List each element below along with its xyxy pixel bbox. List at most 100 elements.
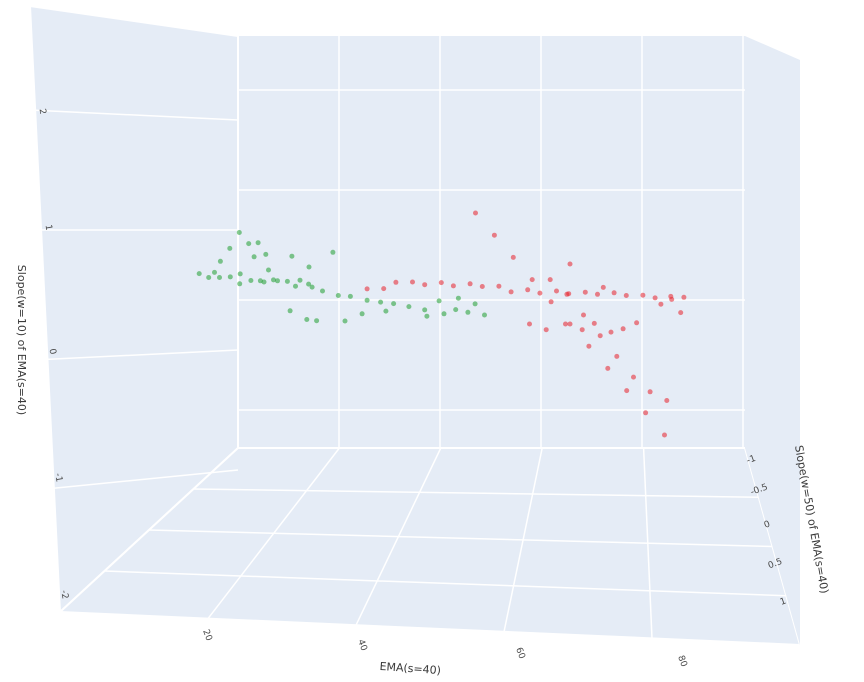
red-data-point: [496, 283, 502, 289]
red-data-point: [581, 312, 586, 318]
red-data-point: [611, 290, 617, 296]
red-data-point: [597, 333, 603, 339]
red-data-point: [647, 389, 653, 395]
grid-lines: [29, 36, 787, 639]
red-data-point: [491, 232, 497, 238]
red-data-point: [591, 320, 597, 326]
floor-grid-width: [193, 488, 759, 498]
green-data-point: [246, 241, 252, 247]
x-tick-label: 20: [200, 628, 213, 642]
red-data-point: [643, 410, 649, 416]
right-wall-pane: [745, 36, 800, 645]
green-data-point: [359, 311, 365, 317]
green-data-point: [227, 274, 233, 280]
x-axis-title: EMA(s=40): [379, 660, 441, 677]
x-tick-label: 40: [355, 638, 368, 652]
green-data-point: [263, 251, 269, 257]
red-data-point: [527, 321, 532, 327]
green-data-point: [314, 318, 320, 324]
green-data-point: [297, 277, 303, 283]
back-wall-pane: [238, 36, 745, 448]
green-data-point: [424, 313, 430, 319]
green-data-point: [251, 254, 257, 260]
green-data-point: [217, 258, 223, 264]
red-data-point: [543, 327, 549, 333]
green-data-point: [330, 249, 336, 255]
green-data-point: [304, 317, 310, 322]
red-data-point: [614, 353, 620, 359]
red-data-point: [620, 326, 626, 332]
red-data-point: [652, 295, 658, 301]
red-data-point: [381, 286, 387, 292]
green-data-point: [378, 299, 384, 305]
red-data-point: [640, 292, 646, 298]
green-data-point: [206, 275, 212, 280]
green-data-point: [453, 307, 459, 313]
red-data-point: [473, 210, 478, 216]
green-data-point: [342, 318, 348, 324]
y-tick-label: 1: [779, 596, 788, 607]
z-tick-label: 2: [37, 108, 48, 115]
green-data-point: [266, 267, 271, 273]
y-tick-label: -1: [745, 454, 757, 466]
y-tick-label: 0.5: [767, 557, 784, 571]
z-tick-label: -1: [52, 472, 63, 483]
red-data-point: [529, 277, 535, 283]
x-tick-label: 60: [513, 646, 526, 660]
green-data-point: [436, 298, 442, 304]
green-data-point: [364, 297, 370, 303]
floor-grid-width: [104, 570, 787, 597]
red-data-point: [438, 280, 444, 286]
green-data-point: [391, 301, 397, 307]
red-data-point: [582, 289, 588, 295]
side-grid-horizontal: [35, 469, 239, 491]
red-data-point: [554, 288, 559, 294]
green-data-point: [237, 271, 243, 277]
green-data-point: [212, 269, 217, 275]
red-data-point: [548, 299, 554, 305]
red-data-point: [668, 293, 674, 299]
z-tick-label: 0: [47, 348, 58, 356]
floor-grid-width: [148, 529, 773, 548]
red-data-point: [563, 321, 568, 327]
green-data-point: [227, 245, 233, 251]
red-data-point: [579, 327, 585, 333]
red-data-point: [450, 283, 456, 289]
red-data-point: [422, 282, 428, 288]
red-data-point: [479, 284, 485, 289]
side-grid-horizontal: [33, 349, 239, 361]
y-tick-label: 0: [763, 519, 772, 530]
green-data-point: [347, 293, 353, 299]
red-data-point: [678, 310, 684, 316]
red-data-point: [634, 320, 640, 326]
green-data-point: [472, 301, 478, 307]
green-data-point: [284, 278, 290, 284]
green-data-point: [306, 281, 312, 287]
x-tick-label: 80: [675, 654, 688, 668]
red-data-point: [508, 289, 514, 295]
red-data-point: [623, 293, 629, 298]
red-data-point: [662, 432, 667, 438]
red-data-point: [567, 321, 573, 327]
green-data-point: [261, 279, 267, 285]
red-data-point: [586, 343, 592, 349]
green-data-point: [293, 283, 298, 289]
red-data-point: [681, 294, 687, 300]
red-data-point: [364, 286, 370, 292]
z-tick-label: -2: [58, 589, 69, 600]
green-data-point: [441, 311, 447, 317]
red-data-point: [664, 398, 670, 403]
green-data-point: [406, 304, 412, 310]
data-points: [196, 210, 687, 438]
green-data-point: [287, 308, 293, 314]
red-data-point: [605, 365, 611, 371]
green-data-point: [455, 295, 461, 301]
green-data-point: [271, 277, 276, 283]
green-data-point: [482, 312, 487, 318]
green-data-point: [236, 230, 242, 235]
z-axis-title: Slope(w=10) of EMA(s=40): [15, 265, 28, 415]
red-data-point: [510, 254, 516, 260]
side-grid-horizontal: [29, 109, 239, 121]
